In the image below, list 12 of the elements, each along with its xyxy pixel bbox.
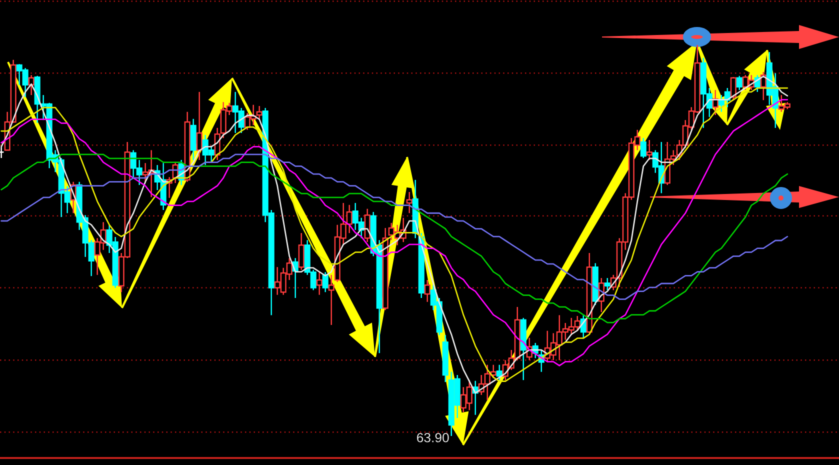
candlestick (298, 232, 304, 270)
annotation: 63.90 (417, 432, 449, 442)
candlestick (190, 118, 196, 161)
candlestick (364, 208, 370, 243)
candlestick (424, 279, 430, 303)
candlestick (328, 274, 334, 326)
candlestick (406, 191, 412, 214)
candlestick (316, 272, 322, 296)
candlestick (196, 91, 202, 161)
candlestick (322, 272, 328, 293)
candlestick (184, 111, 190, 182)
candlestick (442, 334, 448, 383)
